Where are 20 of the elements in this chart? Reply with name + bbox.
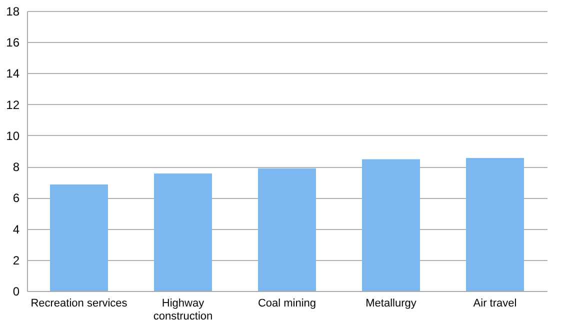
y-tick-label: 4	[12, 222, 20, 236]
y-tick-label: 16	[6, 36, 20, 50]
y-tick-label: 0	[12, 284, 20, 298]
x-tick-label: Air travel	[473, 298, 517, 310]
y-tick-label: 6	[12, 191, 20, 206]
x-tick-label: Recreation services	[30, 298, 128, 310]
x-tick-label: Metallurgy	[366, 298, 417, 310]
y-tick-label: 2	[12, 253, 20, 268]
y-tick-label: 12	[6, 98, 20, 112]
y-tick-label: 14	[6, 66, 20, 81]
bar	[154, 174, 212, 291]
x-tick-label: Highway construction	[153, 298, 213, 322]
bar	[466, 158, 524, 291]
y-tick-label: 18	[6, 4, 20, 18]
x-tick-label: Coal mining	[258, 298, 316, 310]
bar	[258, 168, 316, 291]
bar	[362, 159, 420, 291]
bar	[50, 184, 108, 291]
y-tick-label: 10	[6, 128, 20, 143]
y-tick-label: 8	[12, 160, 20, 174]
